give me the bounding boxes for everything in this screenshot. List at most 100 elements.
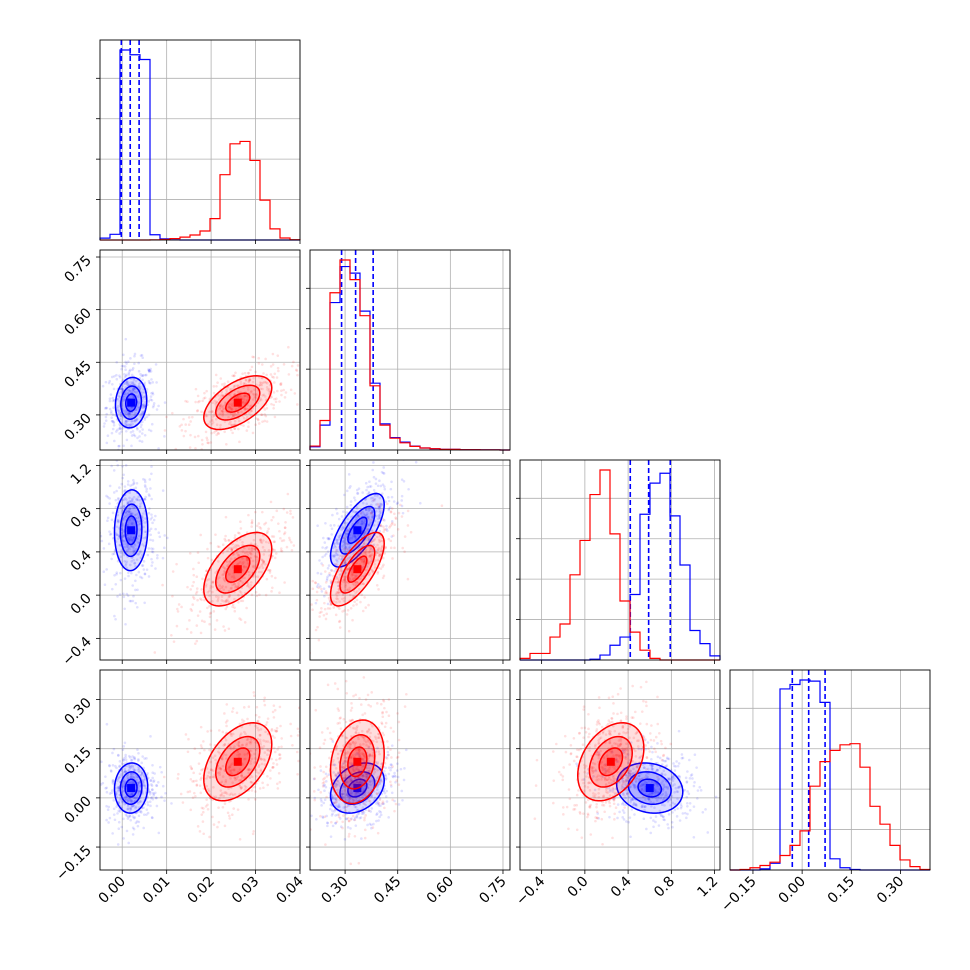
scatter-point (155, 784, 159, 788)
scatter-point (368, 491, 371, 495)
scatter-point (208, 420, 212, 423)
scatter-point (243, 546, 246, 550)
scatter-point (254, 575, 257, 578)
scatter-point (253, 548, 257, 551)
scatter-point (386, 753, 390, 757)
scatter-point (362, 802, 365, 805)
scatter-point (221, 412, 225, 416)
scatter-point (220, 792, 224, 795)
scatter-point (152, 794, 156, 797)
scatter-point (369, 780, 372, 783)
scatter-point (334, 773, 338, 776)
scatter-point (363, 802, 366, 806)
scatter-point (369, 497, 373, 500)
scatter-point (253, 785, 257, 789)
scatter-point (211, 410, 214, 413)
scatter-point (257, 566, 261, 570)
scatter-point (135, 513, 138, 516)
scatter-point (383, 725, 387, 729)
scatter-point (371, 516, 374, 520)
scatter-point (147, 368, 150, 371)
scatter-point (130, 805, 134, 808)
scatter-point (196, 598, 199, 602)
scatter-point (230, 772, 234, 775)
scatter-point (145, 757, 148, 760)
scatter-point (142, 784, 146, 787)
scatter-point (343, 838, 347, 841)
scatter-point (264, 723, 268, 727)
scatter-point (207, 577, 211, 581)
scatter-point (125, 515, 129, 518)
scatter-panel-0-2 (100, 460, 301, 660)
scatter-point (314, 581, 318, 585)
scatter-point (133, 420, 137, 423)
scatter-point (195, 784, 199, 787)
scatter-point (141, 404, 144, 407)
scatter-point (221, 730, 225, 734)
scatter-point (397, 738, 401, 742)
scatter-point (102, 425, 106, 428)
scatter-point (660, 772, 664, 775)
scatter-point (275, 758, 278, 762)
scatter-point (263, 395, 267, 398)
scatter-point (106, 434, 110, 438)
scatter-point (123, 489, 126, 492)
scatter-point (661, 759, 665, 762)
scatter-point (366, 754, 370, 757)
scatter-point (248, 378, 252, 382)
scatter-point (244, 382, 247, 385)
scatter-point (257, 763, 261, 767)
scatter-point (370, 515, 374, 518)
scatter-point (336, 597, 340, 601)
scatter-point (369, 705, 373, 708)
scatter-point (237, 741, 241, 744)
scatter-point (335, 575, 339, 579)
scatter-point (245, 565, 248, 569)
scatter-point (319, 572, 323, 576)
scatter-point (134, 588, 137, 592)
scatter-point (382, 789, 385, 793)
scatter-point (263, 759, 267, 762)
scatter-point (362, 542, 366, 546)
scatter-point (323, 601, 326, 605)
scatter-point (117, 498, 120, 501)
scatter-point (647, 772, 650, 775)
scatter-point (155, 408, 159, 411)
scatter-point (133, 543, 137, 547)
scatter-point (123, 515, 127, 519)
scatter-point (147, 547, 151, 550)
scatter-point (320, 590, 324, 593)
scatter-point (251, 781, 255, 785)
scatter-point (316, 524, 319, 527)
scatter-point (262, 372, 265, 375)
scatter-point (128, 496, 131, 500)
scatter-point (368, 571, 371, 575)
scatter-point (250, 789, 254, 792)
scatter-point (271, 515, 275, 519)
scatter-point (128, 491, 132, 495)
scatter-point (640, 787, 644, 791)
scatter-point (311, 608, 314, 612)
scatter-point (152, 779, 156, 782)
scatter-point (326, 537, 330, 540)
scatter-point (224, 515, 228, 519)
scatter-point (130, 781, 133, 784)
scatter-point (383, 761, 387, 765)
density-peak-blue (127, 526, 136, 535)
scatter-point (337, 805, 340, 808)
scatter-point (367, 809, 371, 812)
scatter-point (662, 815, 665, 818)
scatter-point (266, 753, 269, 757)
scatter-point (126, 524, 129, 527)
scatter-point (117, 520, 120, 523)
scatter-point (624, 748, 627, 752)
scatter-point (189, 433, 192, 437)
scatter-point (151, 550, 155, 554)
scatter-point (319, 765, 322, 768)
scatter-point (250, 389, 253, 393)
scatter-point (228, 560, 231, 564)
scatter-point (154, 567, 157, 570)
scatter-panel-1-2 (310, 460, 510, 660)
scatter-point (345, 817, 349, 821)
scatter-point (193, 747, 197, 750)
